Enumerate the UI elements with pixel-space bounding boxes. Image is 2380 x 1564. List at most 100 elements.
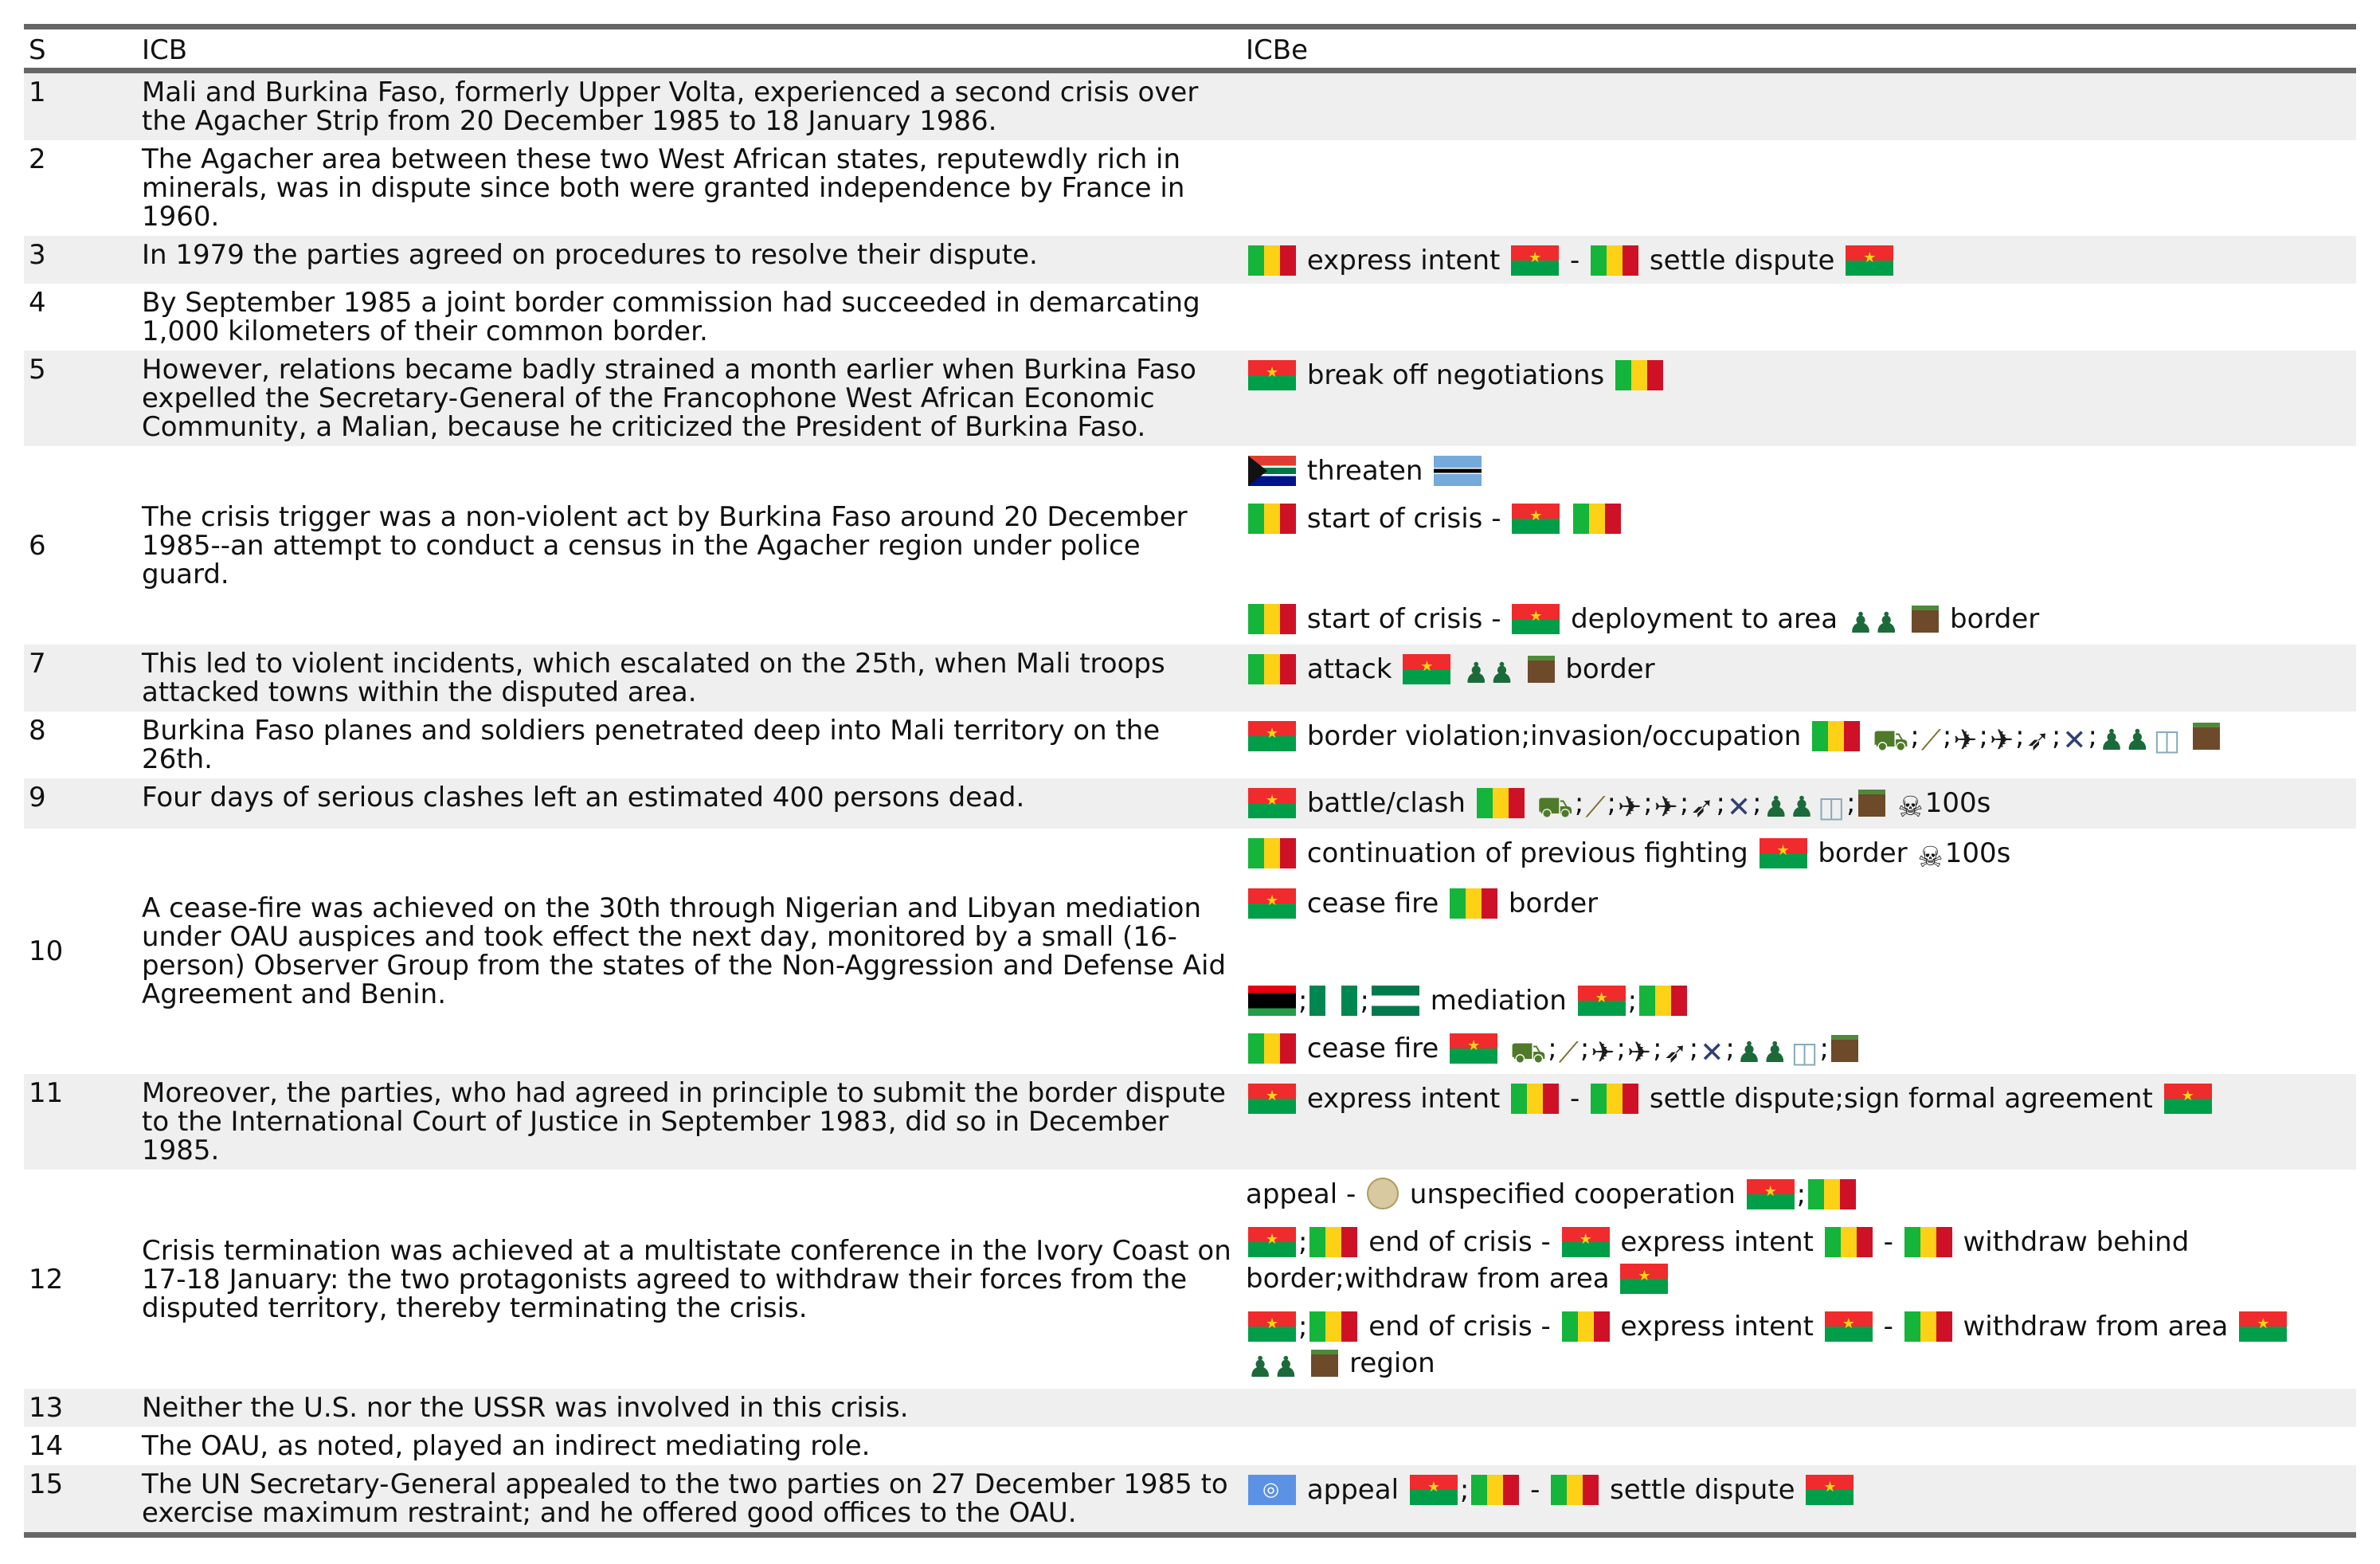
burkina-faso-flag-icon (1512, 504, 1560, 534)
burkina-faso-flag-icon (1248, 1227, 1296, 1257)
icb-sentence: The Agacher area between these two West … (142, 143, 1185, 233)
soldiers-icon: ♟♟ (2098, 724, 2151, 757)
sentence-number: 10 (29, 935, 64, 967)
mali-flag-icon (1309, 1227, 1358, 1257)
mali-flag-icon (1808, 1179, 1857, 1209)
icb-sentence: However, relations became badly strained… (142, 354, 1196, 443)
event-label: withdraw from area (1963, 1311, 2229, 1343)
soldiers-icon: ♟♟ (1247, 1351, 1299, 1384)
territory-icon (2193, 723, 2221, 750)
burkina-faso-flag-icon (1511, 245, 1560, 276)
south-africa-flag-icon (1248, 456, 1296, 486)
sentence-number: 12 (29, 1263, 64, 1295)
sentence-number: 3 (29, 239, 46, 271)
table-row: 10 A cease-fire was achieved on the 30th… (24, 829, 2356, 1074)
event-separator: - (1530, 1474, 1540, 1506)
event-label: attack (1306, 653, 1392, 685)
icb-sentence: This led to violent incidents, which esc… (142, 648, 1165, 708)
burkina-faso-flag-icon (2163, 1084, 2212, 1114)
artillery-icon: ⟋ (1585, 791, 1606, 824)
icb-sentence: Moreover, the parties, who had agreed in… (142, 1077, 1226, 1166)
event-separator: - (1569, 1083, 1580, 1115)
icb-sentence: The UN Secretary-General appealed to the… (142, 1468, 1228, 1529)
mali-flag-icon (1561, 1311, 1610, 1342)
table-row: 15 The UN Secretary-General appealed to … (24, 1465, 2356, 1535)
icb-sentence: Neither the U.S. nor the USSR was involv… (142, 1392, 909, 1424)
event-label: settle dispute (1649, 245, 1835, 276)
event-label: border (1950, 603, 2040, 635)
sentence-number: 14 (29, 1430, 64, 1462)
mali-flag-icon (1511, 1084, 1560, 1114)
naval-icon: ◫ (1791, 1037, 1818, 1069)
tank-icon: ⛟ (1872, 724, 1909, 757)
mali-flag-icon (1591, 245, 1639, 276)
header-icbe: ICBe (1246, 34, 1309, 66)
icbe-events (1241, 1427, 2356, 1465)
artillery-icon: ⟋ (1920, 724, 1941, 757)
table-row: 9 Four days of serious clashes left an e… (24, 778, 2356, 829)
burkina-faso-flag-icon (1824, 1311, 1873, 1342)
mali-flag-icon (1824, 1227, 1873, 1257)
event-separator: - (1883, 1226, 1893, 1258)
burkina-faso-flag-icon (1248, 1311, 1296, 1342)
icbe-events: continuation of previous fighting border… (1241, 829, 2356, 1074)
sentence-number: 9 (29, 782, 46, 813)
skull-icon: ☠ (1917, 841, 1944, 874)
mali-flag-icon (1812, 721, 1861, 751)
icb-sentence: Mali and Burkina Faso, formerly Upper Vo… (142, 76, 1199, 137)
jet-icon: ✈ (1654, 791, 1678, 824)
table-row: 3 In 1979 the parties agreed on procedur… (24, 236, 2356, 284)
header-s: S (29, 34, 46, 66)
nigeria-flag-icon (1309, 986, 1358, 1016)
table-row: 5 However, relations became badly strain… (24, 351, 2356, 446)
mali-flag-icon (1248, 838, 1296, 868)
soldiers-icon: ♟♟ (1763, 791, 1815, 824)
icbe-event: border violation;invasion/occupation ⛟;⟋… (1246, 718, 2351, 757)
burkina-faso-flag-icon (1577, 986, 1626, 1016)
icb-sentence: Crisis termination was achieved at a mul… (142, 1234, 1231, 1324)
fatalities-label: 100s (1944, 837, 2011, 869)
jet-icon: ✈ (1990, 724, 2014, 757)
event-label: battle/clash (1306, 787, 1466, 819)
event-label: start of crisis - (1306, 603, 1501, 635)
icbe-event: ;; mediation ; (1246, 982, 2351, 1019)
icb-sentence: Burkina Faso planes and soldiers penetra… (142, 715, 1161, 775)
mali-flag-icon (1248, 245, 1296, 276)
naval-icon: ◫ (2153, 724, 2181, 757)
icbe-event: ; end of crisis - express intent - withd… (1246, 1308, 2351, 1384)
burkina-faso-flag-icon (1409, 1475, 1458, 1505)
event-label: threaten (1306, 455, 1423, 487)
icbe-events: threaten start of crisis - start of cris… (1241, 446, 2356, 645)
mali-flag-icon (1248, 604, 1296, 634)
jet-icon: ✈ (1626, 1037, 1652, 1069)
event-label: settle dispute (1610, 1474, 1795, 1506)
icbe-events: attack ♟♟ border (1241, 645, 2356, 711)
event-label: express intent (1306, 245, 1501, 276)
event-separator: - (1569, 245, 1580, 276)
sentence-number: 2 (29, 143, 46, 175)
event-label: express intent (1306, 1083, 1501, 1115)
event-label: end of crisis - (1368, 1226, 1551, 1258)
sentence-number: 4 (29, 287, 46, 319)
burkina-faso-flag-icon (1512, 604, 1560, 634)
icbe-event: break off negotiations (1246, 357, 2351, 394)
event-label: border (1565, 653, 1655, 685)
burkina-faso-flag-icon (1248, 1084, 1296, 1114)
event-label: region (1349, 1347, 1435, 1379)
event-label: unspecified cooperation (1409, 1178, 1736, 1210)
icbe-event: start of crisis - (1246, 500, 2351, 537)
sentence-number: 1 (29, 76, 46, 108)
territory-icon (1857, 790, 1885, 817)
table-row: 12 Crisis termination was achieved at a … (24, 1170, 2356, 1389)
event-label: deployment to area (1571, 603, 1838, 635)
mali-flag-icon (1248, 504, 1296, 534)
event-label: appeal - (1246, 1178, 1356, 1210)
sentence-number: 11 (29, 1077, 64, 1109)
mali-flag-icon (1615, 360, 1664, 390)
table-row: 13 Neither the U.S. nor the USSR was inv… (24, 1389, 2356, 1427)
mali-flag-icon (1248, 1033, 1296, 1064)
territory-icon (1912, 606, 1940, 633)
event-label: border (1818, 837, 1908, 869)
burkina-faso-flag-icon (1561, 1227, 1610, 1257)
territory-icon (1311, 1350, 1339, 1377)
